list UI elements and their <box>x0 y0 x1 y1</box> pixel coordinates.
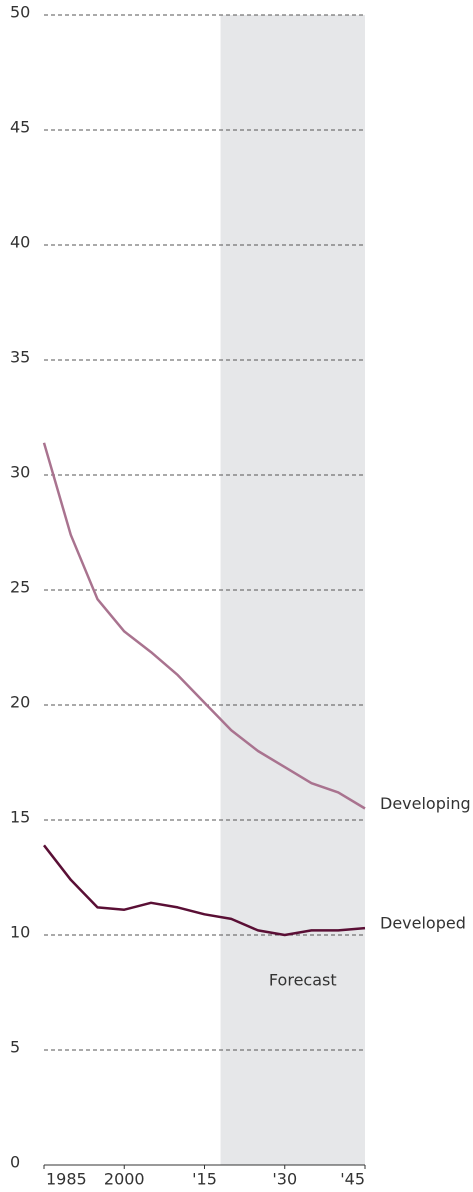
y-tick-label: 45 <box>10 118 30 137</box>
x-tick-label: 1985 <box>46 1170 87 1189</box>
series-line <box>42 442 366 810</box>
annotation: Forecast <box>269 971 337 990</box>
x-tick-label: '15 <box>192 1170 217 1189</box>
y-tick-label: 30 <box>10 463 30 482</box>
y-tick-label: 50 <box>10 3 30 22</box>
series-label: Developed <box>380 914 466 933</box>
y-tick-label: 10 <box>10 923 30 942</box>
y-tick-label: 5 <box>10 1038 20 1057</box>
y-tick-label: 35 <box>10 348 30 367</box>
series-label: Developing <box>380 794 471 813</box>
series-line <box>43 844 366 937</box>
x-tick-label: 2000 <box>104 1170 145 1189</box>
y-tick-label: 25 <box>10 578 30 597</box>
x-tick-label: '30 <box>272 1170 297 1189</box>
y-tick-label: 40 <box>10 233 30 252</box>
x-tick-label: '45 <box>340 1170 365 1189</box>
y-tick-label: 0 <box>10 1153 20 1172</box>
y-tick-label: 20 <box>10 693 30 712</box>
y-tick-label: 15 <box>10 808 30 827</box>
